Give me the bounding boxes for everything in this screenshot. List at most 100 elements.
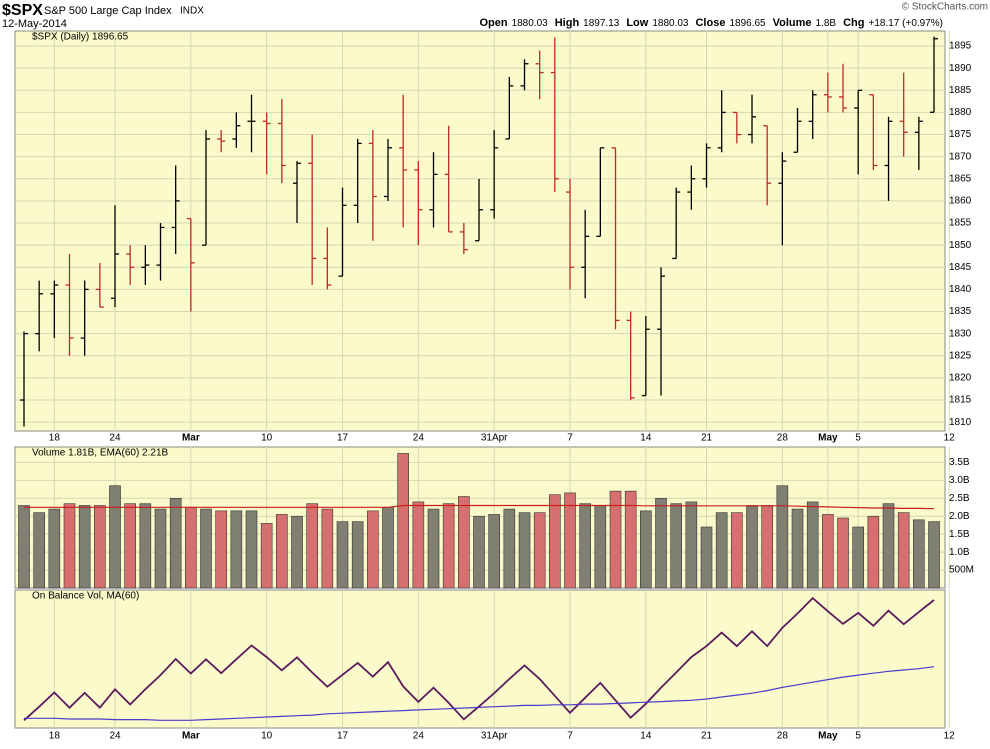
x-tick-label: 21 <box>701 731 713 742</box>
x-tick-label: 24 <box>109 731 121 742</box>
x-tick-label: 7 <box>567 433 573 444</box>
volume-bar <box>427 508 440 589</box>
volume-bar <box>594 505 607 589</box>
x-tick-label: 28 <box>777 433 789 444</box>
volume-bar <box>897 512 910 589</box>
volume-bar <box>367 510 379 589</box>
volume-bar <box>882 503 895 589</box>
quote-label: Chg <box>843 17 864 29</box>
y-tick-label: 1.5B <box>949 529 970 540</box>
y-tick-label: 2.5B <box>949 493 970 504</box>
y-tick-label: 1870 <box>949 151 972 162</box>
volume-bar <box>351 521 364 589</box>
date: 12-May-2014 <box>2 18 67 30</box>
volume-bar <box>458 496 470 589</box>
volume-bar <box>533 512 546 589</box>
x-tick-label: May <box>818 433 838 444</box>
volume-bar <box>913 519 925 589</box>
y-tick-label: 1850 <box>949 240 972 251</box>
panel-legend: Volume 1.81B, EMA(60) 2.21B <box>32 448 169 459</box>
y-tick-label: 1890 <box>949 63 972 74</box>
y-tick-label: 3.0B <box>949 475 970 486</box>
volume-bar <box>412 501 425 589</box>
volume-bar <box>169 498 182 589</box>
x-tick-label: 21 <box>701 433 713 444</box>
volume-bar <box>806 501 819 589</box>
volume-bar <box>94 505 106 589</box>
x-tick-label: Mar <box>182 433 200 444</box>
volume-bar <box>245 510 258 589</box>
x-tick-label: 31Apr <box>481 731 508 742</box>
quote-value: +18.17 (+0.97%) <box>869 18 944 29</box>
x-tick-label: 17 <box>337 731 349 742</box>
volume-bar <box>291 515 303 589</box>
symbol: $SPX <box>2 2 43 19</box>
x-tick-label: Mar <box>182 731 200 742</box>
volume-bar <box>154 508 167 589</box>
volume-bar <box>18 505 30 589</box>
y-tick-label: 2.0B <box>949 511 970 522</box>
volume-bar <box>503 508 516 589</box>
volume-bar <box>109 485 121 589</box>
x-tick-label: May <box>818 731 838 742</box>
volume-bar <box>822 514 834 589</box>
volume-bar <box>260 523 273 589</box>
volume-bar <box>640 510 652 589</box>
y-tick-label: 500M <box>949 565 974 576</box>
series-line <box>23 596 935 721</box>
volume-bar <box>306 503 318 589</box>
volume-bar <box>731 512 743 589</box>
volume-bar <box>761 505 773 589</box>
quote-label: Volume <box>773 17 812 29</box>
y-tick-label: 1825 <box>949 350 972 361</box>
x-tick-label: 10 <box>261 433 273 444</box>
series-line <box>24 504 935 510</box>
volume-bar <box>215 510 227 589</box>
volume-bar <box>336 521 349 589</box>
quote-value: 1880.03 <box>652 18 689 29</box>
volume-bar <box>230 510 243 589</box>
index-name: S&P 500 Large Cap Index <box>44 5 172 17</box>
y-tick-label: 1885 <box>949 85 972 96</box>
volume-bar <box>715 512 728 589</box>
x-tick-label: 5 <box>855 433 861 444</box>
volume-bar <box>670 503 682 589</box>
volume-bar <box>776 485 789 589</box>
volume-bar <box>518 512 531 589</box>
x-tick-label: 18 <box>49 731 61 742</box>
volume-bar <box>609 490 622 589</box>
volume-bar <box>382 506 394 589</box>
y-tick-label: 1840 <box>949 284 972 295</box>
y-tick-label: 1895 <box>949 41 972 52</box>
quote-label: High <box>555 17 580 29</box>
volume-bar <box>685 501 698 589</box>
x-tick-label: 31Apr <box>481 433 508 444</box>
y-tick-label: 1880 <box>949 107 972 118</box>
x-tick-label: 24 <box>413 433 425 444</box>
x-tick-label: 28 <box>777 731 789 742</box>
x-tick-label: 7 <box>567 731 573 742</box>
volume-bar <box>397 453 409 589</box>
volume-bar <box>321 508 334 589</box>
y-tick-label: 1865 <box>949 173 972 184</box>
y-tick-label: 1820 <box>949 373 972 384</box>
x-tick-label: 10 <box>261 731 273 742</box>
quote-value: 1.8B <box>816 18 837 29</box>
volume-bar <box>139 503 152 589</box>
volume-bar <box>867 515 880 589</box>
panel-legend: $SPX (Daily) 1896.65 <box>32 32 129 43</box>
x-tick-label: 5 <box>855 731 861 742</box>
volume-bar <box>549 494 561 589</box>
x-tick-label: 12 <box>944 731 956 742</box>
x-tick-label: 12 <box>944 433 956 444</box>
quote-value: 1897.13 <box>583 18 620 29</box>
watermark: © StockCharts.com <box>902 2 988 13</box>
panel-background <box>14 30 946 432</box>
volume-bar <box>442 503 455 589</box>
x-tick-label: 24 <box>109 433 121 444</box>
y-tick-label: 1.0B <box>949 547 970 558</box>
volume-bar <box>746 505 758 589</box>
quote-label: Close <box>695 17 725 29</box>
